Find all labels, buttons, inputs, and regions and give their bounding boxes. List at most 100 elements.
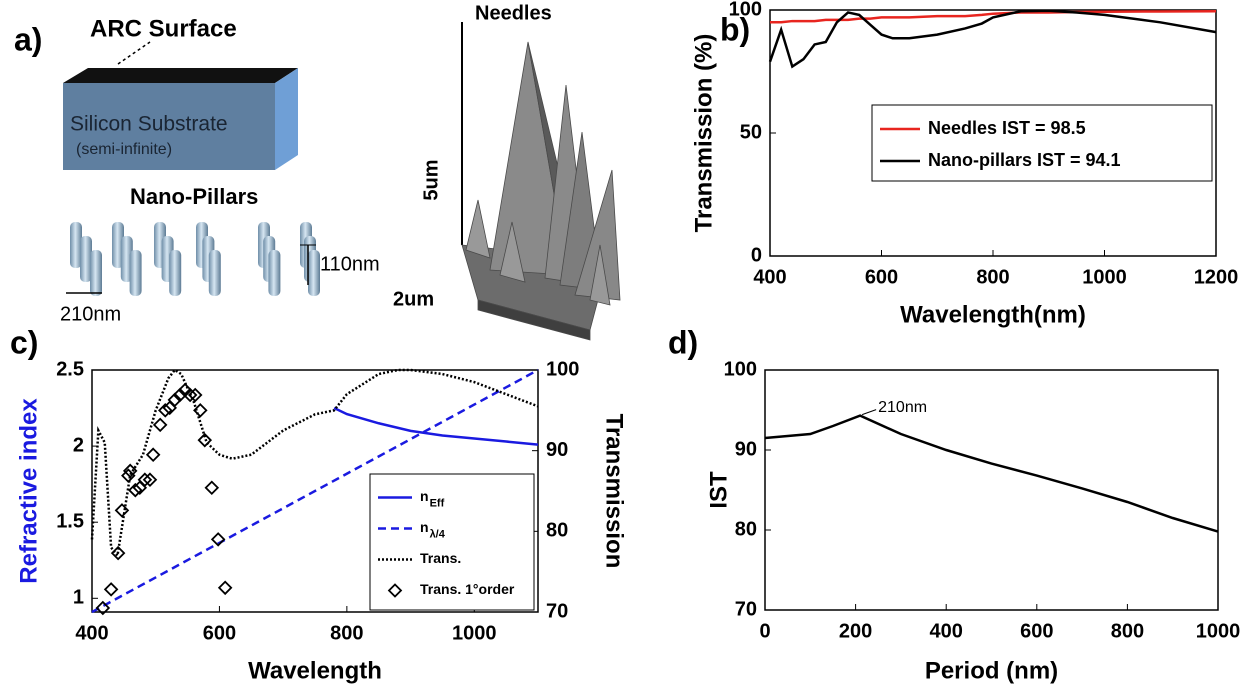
x-tick-label: 1000 — [1196, 620, 1241, 642]
y2-tick-label: 90 — [546, 439, 568, 461]
data-point — [103, 582, 119, 597]
y-tick-label: 90 — [735, 438, 757, 460]
y-tick-label: 1 — [73, 587, 84, 609]
panel-label: c) — [10, 324, 38, 360]
x-tick-label: 1000 — [1082, 266, 1127, 288]
needle-height: 5um — [420, 159, 442, 200]
pillars-label: Nano-Pillars — [130, 184, 258, 209]
data-point — [137, 472, 153, 487]
panel-label: d) — [668, 324, 698, 360]
series-line — [764, 414, 1219, 533]
pillar — [70, 222, 82, 268]
legend-box — [871, 104, 1213, 182]
needle-base: 2um — [393, 288, 434, 310]
legend-label: Trans. — [420, 550, 461, 566]
x-axis-label: Wavelength — [248, 657, 382, 684]
y-tick-label: 50 — [740, 121, 762, 143]
pillars — [70, 222, 320, 296]
x-axis-label: Period (nm) — [925, 657, 1058, 684]
pillar-period: 210nm — [60, 303, 121, 325]
x-tick-label: 400 — [75, 622, 108, 644]
plot-frame — [764, 369, 1219, 611]
data-point — [210, 532, 226, 547]
panel-label: b) — [720, 11, 750, 47]
x-tick-label: 1000 — [452, 622, 497, 644]
x-tick-label: 800 — [1111, 620, 1144, 642]
y-tick-label: 2.5 — [56, 358, 84, 380]
data-point — [187, 387, 203, 403]
data-point — [152, 417, 168, 433]
x-tick-label: 200 — [839, 620, 872, 642]
data-point — [122, 463, 138, 479]
pillar — [80, 236, 92, 282]
annotation: 210nm — [878, 399, 927, 416]
y2-tick-label: 70 — [546, 600, 568, 622]
pillar — [308, 250, 320, 296]
pillar — [129, 250, 142, 296]
x-tick-label: 400 — [753, 266, 786, 288]
data-point — [95, 600, 111, 616]
arc-arrow — [117, 41, 151, 65]
series-line — [90, 368, 539, 559]
substrate-front — [63, 83, 275, 170]
legend-label: Nano-pillars IST = 94.1 — [928, 150, 1121, 170]
data-point — [193, 403, 208, 418]
x-tick-label: 1200 — [1194, 266, 1239, 288]
pillar — [268, 250, 281, 296]
legend-label: n — [420, 519, 429, 535]
x-axis-label: Wavelength(nm) — [900, 301, 1086, 328]
x-tick-label: 800 — [330, 622, 363, 644]
panel-label: a) — [14, 21, 42, 57]
series-line — [768, 9, 1217, 69]
series-line — [333, 406, 539, 446]
plot-frame — [91, 369, 539, 613]
y-tick-label: 1.5 — [56, 510, 84, 532]
data-point — [197, 432, 213, 448]
x-tick-label: 400 — [930, 620, 963, 642]
data-point — [182, 387, 198, 403]
y-axis-label: Transmission (%) — [690, 34, 717, 233]
data-point — [172, 387, 188, 403]
y-tick-label: 100 — [729, 0, 762, 20]
y-tick-label: 80 — [735, 518, 757, 540]
x-tick-label: 600 — [1020, 620, 1053, 642]
x-tick-label: 0 — [759, 620, 770, 642]
pillar — [90, 250, 102, 296]
y-tick-label: 70 — [735, 598, 757, 620]
y2-axis-label: Transmission — [601, 414, 628, 569]
arc-layer — [63, 68, 298, 83]
legend-label-sub: Eff — [430, 497, 445, 509]
y-tick-label: 2 — [73, 434, 84, 456]
legend-marker — [387, 583, 403, 598]
legend-label: Needles IST = 98.5 — [928, 118, 1086, 138]
data-point — [157, 403, 173, 418]
data-point — [217, 580, 233, 596]
data-point — [128, 482, 143, 498]
panel-a: a) ARC Surface Silicon Substrate (semi-i… — [14, 2, 621, 341]
substrate-side — [275, 68, 298, 170]
data-point — [114, 503, 130, 518]
series-line — [91, 368, 539, 614]
pillar-height: 110nm — [320, 253, 380, 275]
y-tick-label: 100 — [724, 358, 757, 380]
y-axis-label: Refractive index — [15, 398, 42, 584]
legend-label: Trans. 1°order — [420, 581, 515, 597]
substrate-note: (semi-infinite) — [76, 141, 172, 158]
data-point — [142, 472, 158, 487]
pillar — [208, 250, 221, 296]
y-axis-label: IST — [705, 471, 732, 509]
legend-label-sub: λ/4 — [430, 528, 446, 540]
y-tick-label: 0 — [751, 244, 762, 266]
x-tick-label: 800 — [976, 266, 1009, 288]
arc-label: ARC Surface — [90, 15, 237, 42]
x-tick-label: 600 — [203, 622, 236, 644]
pillar — [169, 250, 182, 296]
substrate-label: Silicon Substrate — [70, 113, 228, 136]
y2-tick-label: 80 — [546, 520, 568, 542]
needles-label: Needles — [475, 2, 552, 24]
legend-label: n — [420, 488, 429, 504]
annotation-arrow — [861, 409, 877, 416]
needles — [461, 41, 621, 341]
data-point — [167, 392, 183, 408]
